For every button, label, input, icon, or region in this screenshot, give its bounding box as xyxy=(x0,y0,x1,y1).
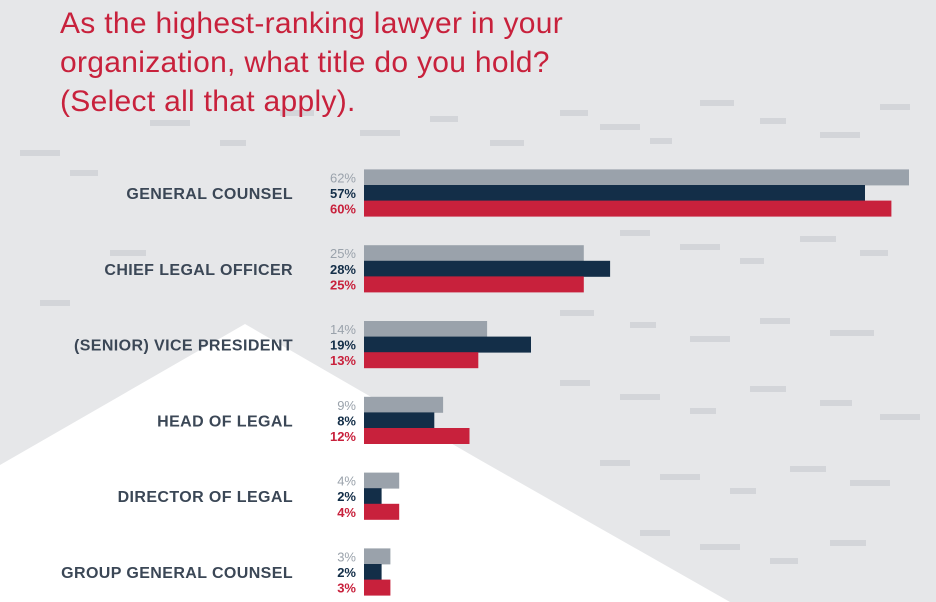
data-label: 9% xyxy=(337,398,356,413)
bar xyxy=(364,169,909,186)
bar xyxy=(364,548,391,565)
category-label: HEAD OF LEGAL xyxy=(157,413,293,430)
data-label: 2% xyxy=(337,565,356,580)
bar-group: GENERAL COUNSEL 62%57%60% xyxy=(126,169,909,217)
white-triangle-shape xyxy=(0,324,730,602)
category-label: CHIEF LEGAL OFFICER xyxy=(104,262,293,279)
category-label: (SENIOR) VICE PRESIDENT xyxy=(74,338,293,355)
data-label: 14% xyxy=(330,322,356,337)
data-label: 13% xyxy=(330,353,356,368)
chart-title: As the highest-ranking lawyer in your or… xyxy=(60,4,563,121)
background-data-pattern xyxy=(20,100,920,564)
bar-group: HEAD OF LEGAL 9%8%12% xyxy=(157,396,470,444)
data-label: 62% xyxy=(330,170,356,185)
data-label: 57% xyxy=(330,186,356,201)
bar xyxy=(364,276,584,293)
data-label: 3% xyxy=(337,549,356,564)
bar xyxy=(364,503,400,520)
data-label: 3% xyxy=(337,581,356,596)
data-label: 60% xyxy=(330,202,356,217)
category-label: DIRECTOR OF LEGAL xyxy=(118,489,293,506)
chart-title-line-3: (Select all that apply). xyxy=(60,85,356,118)
data-label: 8% xyxy=(337,413,356,428)
category-label: GENERAL COUNSEL xyxy=(126,186,293,203)
data-label: 28% xyxy=(330,262,356,277)
bar-group: DIRECTOR OF LEGAL 4%2%4% xyxy=(118,472,400,520)
data-label: 4% xyxy=(337,474,356,489)
bar-group: GROUP GENERAL COUNSEL 3%2%3% xyxy=(61,548,391,596)
data-label: 4% xyxy=(337,505,356,520)
data-label: 25% xyxy=(330,277,356,292)
data-label: 12% xyxy=(330,429,356,444)
bar xyxy=(364,579,391,596)
bar xyxy=(364,428,470,444)
data-label: 2% xyxy=(337,489,356,504)
bar xyxy=(364,564,382,580)
bar-group: (SENIOR) VICE PRESIDENT 14%19%13% xyxy=(74,321,531,369)
bar xyxy=(364,185,865,201)
bar xyxy=(364,396,444,413)
chart-title-line-1: As the highest-ranking lawyer in your xyxy=(60,7,564,40)
bar xyxy=(364,488,382,505)
chart-title-line-2: organization, what title do you hold? xyxy=(60,46,550,79)
bar xyxy=(364,260,611,277)
bar xyxy=(364,412,435,429)
bar xyxy=(364,200,892,217)
category-label: GROUP GENERAL COUNSEL xyxy=(61,565,293,582)
data-label: 19% xyxy=(330,338,356,353)
bar xyxy=(364,352,479,369)
bar-group: CHIEF LEGAL OFFICER 25%28%25% xyxy=(104,245,611,293)
bar xyxy=(364,245,584,262)
data-label: 25% xyxy=(330,246,356,261)
bar xyxy=(364,321,488,337)
bar xyxy=(364,336,531,353)
bar xyxy=(364,472,400,489)
